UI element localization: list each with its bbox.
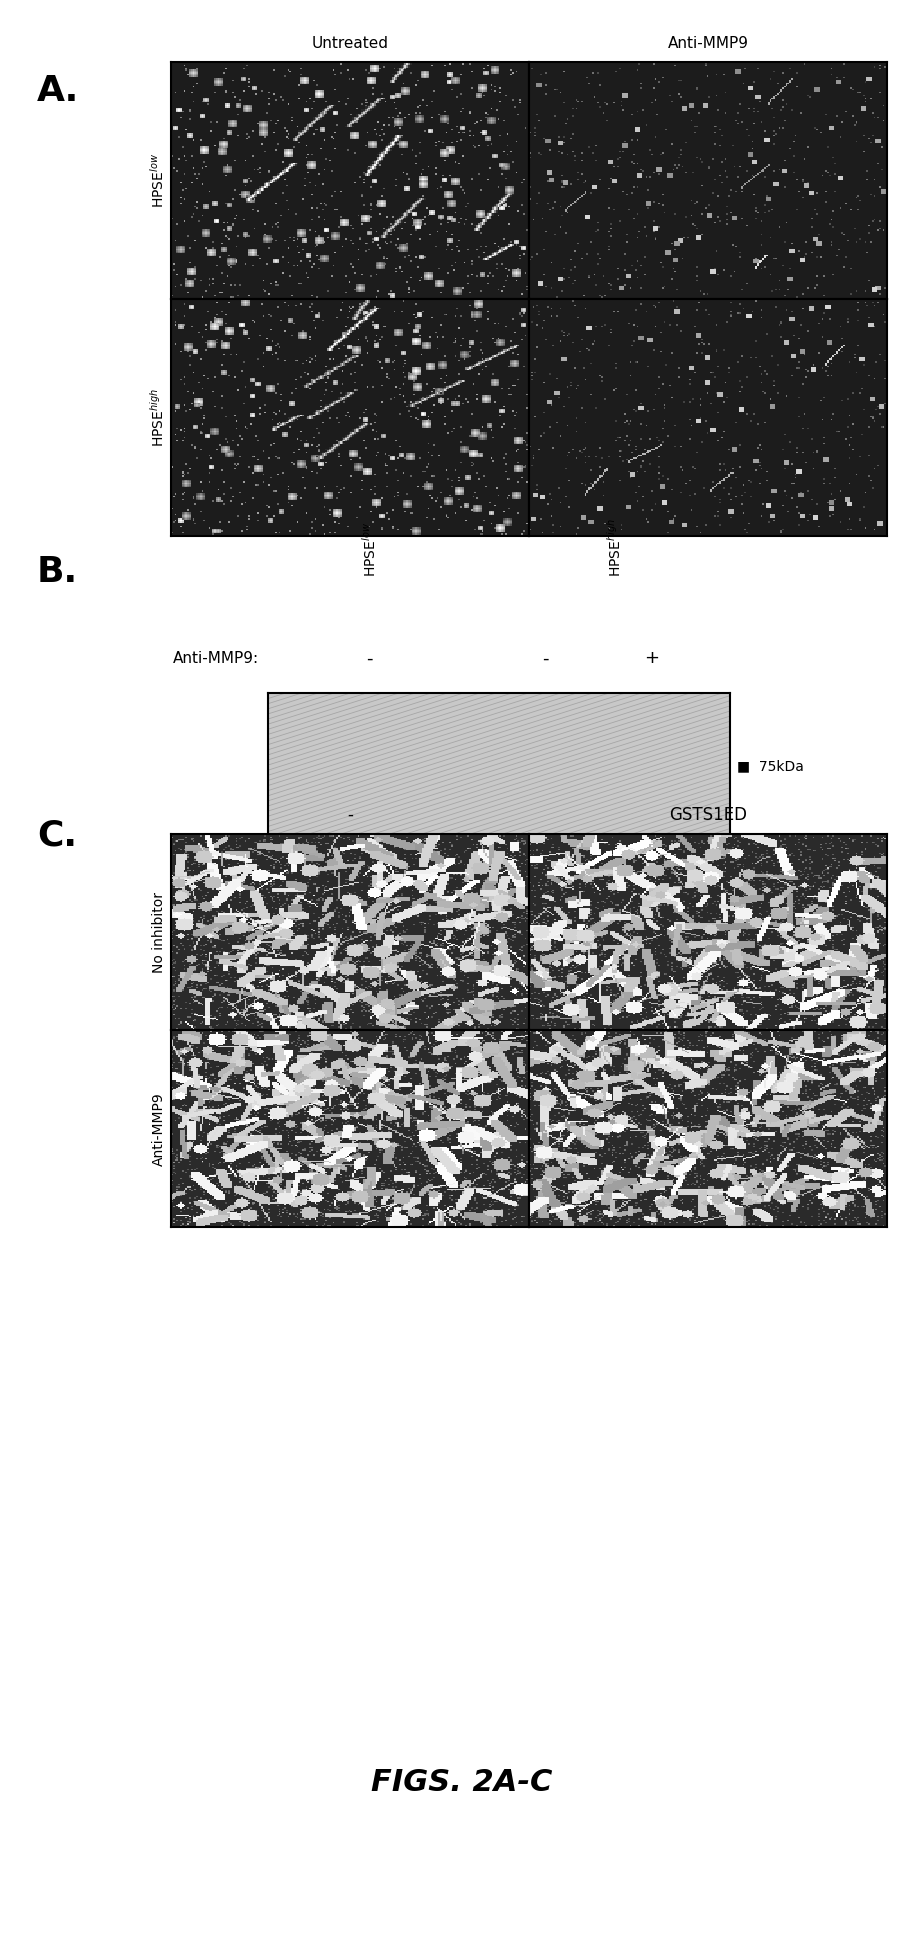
Text: +: + [644, 649, 659, 668]
Text: -: - [366, 649, 373, 668]
Text: No inhibitor: No inhibitor [152, 892, 166, 972]
Text: Anti-MMP9: Anti-MMP9 [152, 1093, 166, 1165]
Text: HPSE$^{high}$: HPSE$^{high}$ [605, 518, 624, 577]
Text: FIGS. 2A-C: FIGS. 2A-C [371, 1769, 553, 1796]
Text: Untreated: Untreated [311, 35, 388, 51]
Text: Anti-MMP9: Anti-MMP9 [667, 35, 748, 51]
Text: ■  75kDa: ■ 75kDa [737, 760, 804, 773]
Text: HPSE$^{low}$: HPSE$^{low}$ [360, 522, 379, 577]
Text: HPSE$^{low}$: HPSE$^{low}$ [149, 154, 166, 208]
Text: -: - [541, 649, 549, 668]
Text: A.: A. [37, 74, 79, 107]
Text: Anti-MMP9:: Anti-MMP9: [173, 651, 259, 666]
Text: -: - [347, 806, 353, 824]
Text: HPSE$^{high}$: HPSE$^{high}$ [149, 388, 166, 446]
Text: B.: B. [37, 555, 79, 588]
Text: C.: C. [37, 818, 77, 851]
Text: GSTS1ED: GSTS1ED [669, 806, 747, 824]
